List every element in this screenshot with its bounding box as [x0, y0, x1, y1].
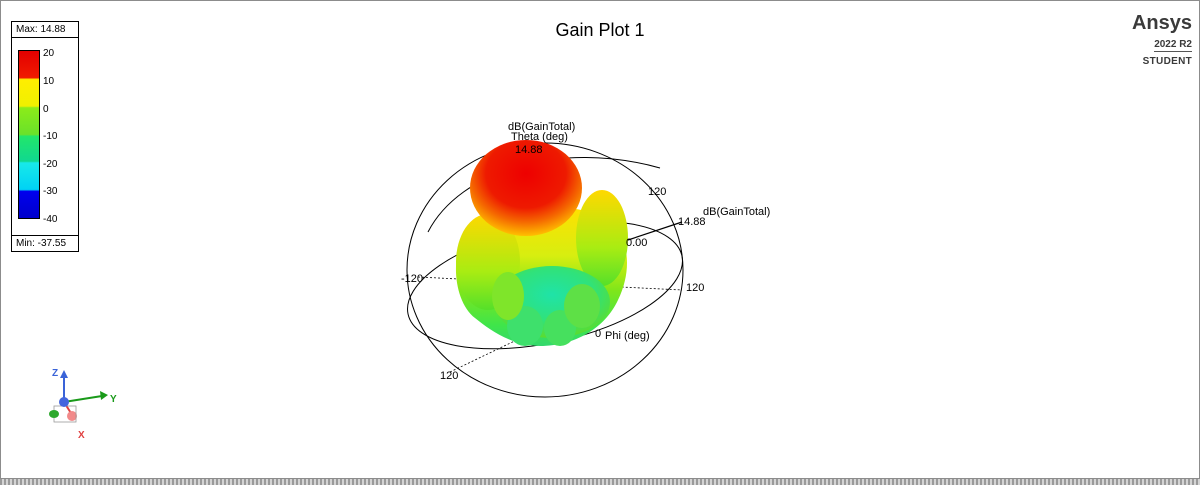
legend-tick: -20: [43, 159, 58, 170]
legend-tick: 20: [43, 48, 55, 59]
legend-max: Max: 14.88: [12, 22, 78, 38]
peak-value-top: 14.88: [515, 144, 543, 156]
y-arrow-icon: [100, 391, 108, 400]
legend-tick: -30: [43, 186, 58, 197]
peak-value-right: 14.88: [678, 216, 706, 228]
window-bottom-border: [0, 479, 1200, 485]
theta-tick: 120: [648, 186, 666, 198]
plot-title: Gain Plot 1: [555, 20, 645, 40]
axis-triad[interactable]: Z Y X: [40, 360, 130, 450]
gain-surface: [455, 140, 628, 346]
triad-y-knob: [49, 410, 59, 418]
phi-zero: 0: [595, 328, 601, 340]
legend-tick: 10: [43, 76, 55, 87]
x-axis-label: X: [78, 430, 85, 441]
x-arrow-icon: [67, 411, 77, 421]
brand-name: Ansys: [1131, 12, 1192, 34]
quantity-label-top: dB(GainTotal): [508, 121, 575, 133]
z-axis-label: Z: [52, 368, 58, 379]
center-value: 0.00: [626, 237, 647, 249]
legend-min: Min: -37.55: [12, 235, 78, 251]
legend-color-bar: [18, 50, 40, 219]
legend-tick: -40: [43, 214, 58, 225]
quantity-label-right: dB(GainTotal): [703, 206, 770, 218]
legend-tick: 0: [43, 104, 49, 115]
z-arrow-icon: [60, 370, 68, 378]
y-axis-line: [63, 395, 103, 403]
right-tick: 120: [686, 282, 704, 294]
color-legend[interactable]: Max: 14.88 20 10 0 -10 -20 -30 -40 Min: …: [11, 21, 79, 252]
legend-tick: -10: [43, 131, 58, 142]
gain-axis-line: [627, 221, 683, 241]
ansys-logo: Ansys 2022 R2 STUDENT: [1112, 12, 1192, 67]
y-axis-label: Y: [110, 394, 117, 405]
neg-tick: -120: [401, 273, 423, 285]
phi-label: Phi (deg): [605, 330, 650, 342]
theta-label: Theta (deg): [511, 131, 568, 143]
bottom-tick: 120: [440, 370, 458, 382]
brand-version: 2022 R2: [1154, 39, 1192, 52]
brand-edition: STUDENT: [1142, 56, 1192, 67]
triad-origin: [59, 397, 69, 407]
